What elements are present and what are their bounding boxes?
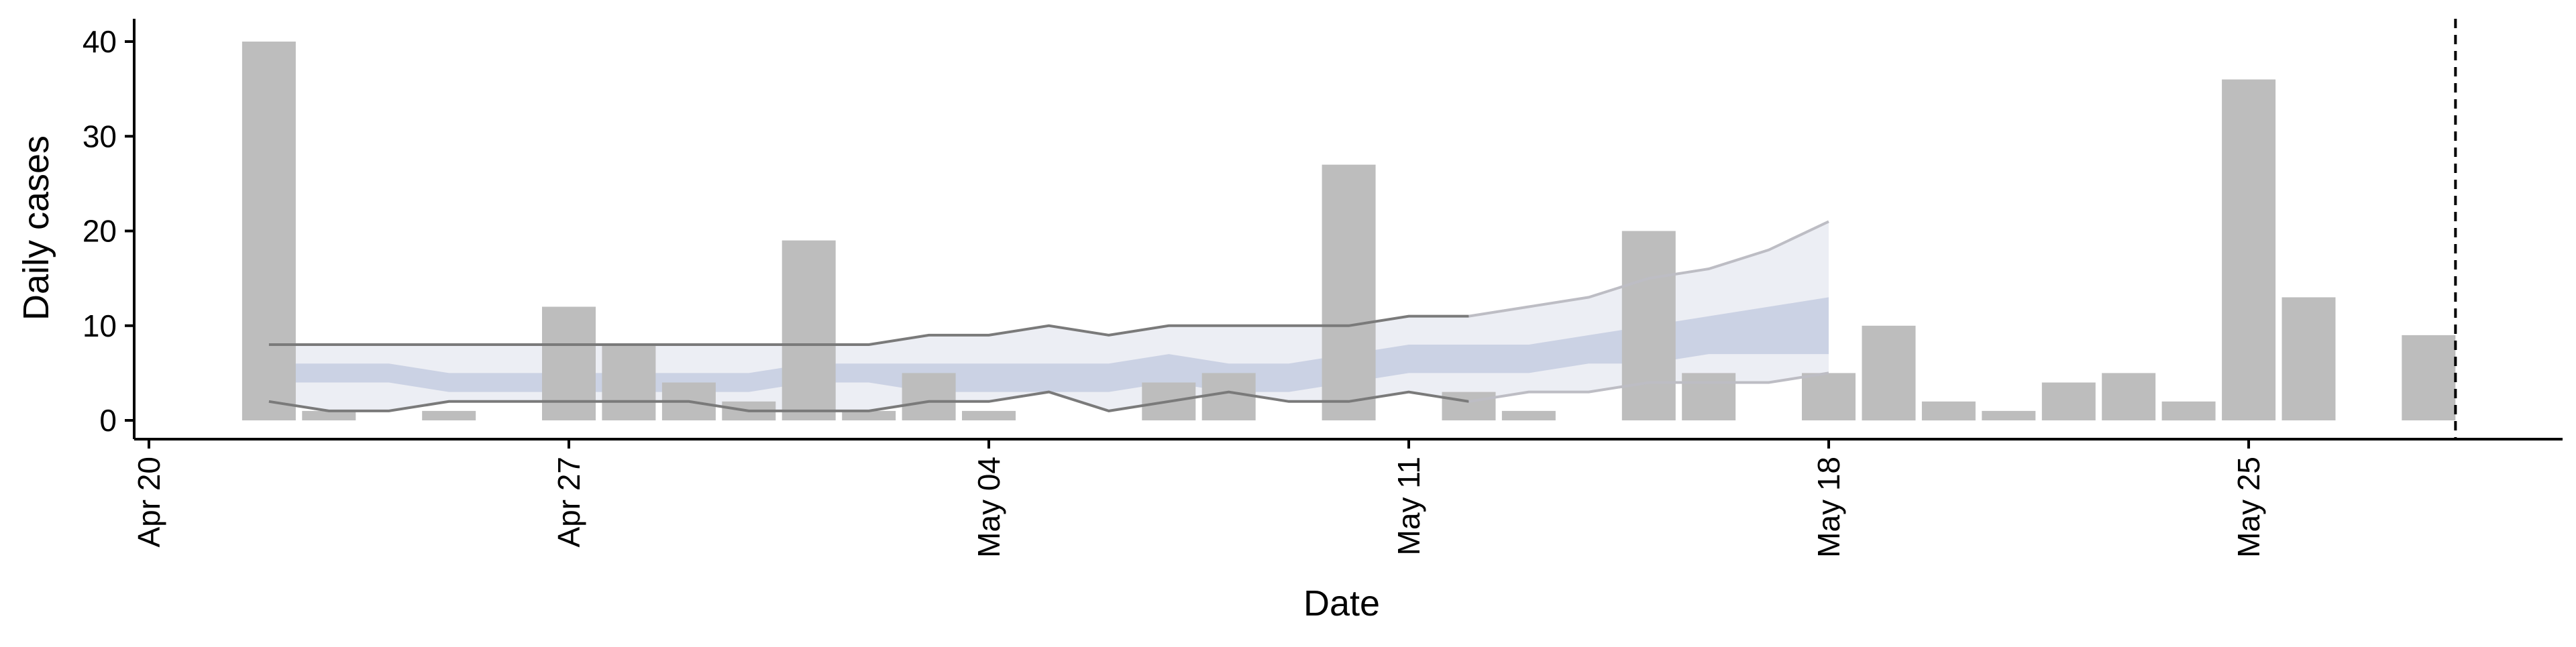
x-tick-label: May 11: [1391, 457, 1426, 555]
bar: [241, 42, 296, 420]
axes: 0 10 20 30 40 Apr 20 Apr 27 May 04 May 11 May 18 M…: [83, 19, 2563, 558]
y-tick-label: 40: [83, 24, 117, 59]
bar: [2161, 401, 2216, 421]
x-tick-label: Apr 27: [551, 457, 586, 548]
x-tick-label: Apr 20: [131, 457, 166, 548]
lower-bound-line-forecast: [1468, 371, 1829, 403]
bar: [2041, 382, 2096, 420]
bar: [542, 306, 596, 420]
upper-bound-line: [268, 314, 1469, 346]
x-tick-label: May 04: [971, 457, 1006, 558]
bar: [962, 410, 1016, 420]
x-tick-label: May 18: [1811, 457, 1846, 558]
forecast-bands: [268, 221, 1829, 411]
bar: [1921, 401, 1976, 421]
bar: [1501, 410, 1556, 420]
y-axis-title: Daily cases: [16, 135, 56, 320]
bar: [842, 410, 896, 420]
upper-bound-line-forecast: [1468, 220, 1829, 318]
bar: [782, 240, 836, 420]
bar: [1682, 373, 1736, 420]
bar: [2282, 297, 2336, 420]
bar: [302, 410, 356, 420]
bar: [602, 345, 656, 420]
bar: [2402, 335, 2456, 420]
y-tick-label: 30: [83, 119, 117, 154]
y-tick-label: 0: [99, 403, 117, 438]
bar: [1201, 373, 1256, 420]
bar: [1802, 373, 1856, 420]
forecast-bound-lines: [268, 19, 2457, 439]
bar: [422, 410, 476, 420]
y-tick-label: 10: [83, 308, 117, 343]
x-axis-title: Date: [1303, 583, 1380, 624]
bar: [2102, 373, 2156, 420]
bar: [1322, 164, 1376, 420]
y-tick-label: 20: [83, 214, 117, 249]
bar: [2222, 79, 2276, 420]
lower-bound-line: [268, 390, 1469, 412]
bar: [902, 373, 956, 420]
inner-band: [268, 297, 1829, 392]
x-tick-label: May 25: [2231, 457, 2266, 558]
case-bars: [241, 42, 2456, 421]
bar: [1862, 325, 1916, 421]
bar: [1982, 410, 2036, 420]
bar: [1621, 231, 1676, 420]
bar: [1442, 392, 1496, 420]
